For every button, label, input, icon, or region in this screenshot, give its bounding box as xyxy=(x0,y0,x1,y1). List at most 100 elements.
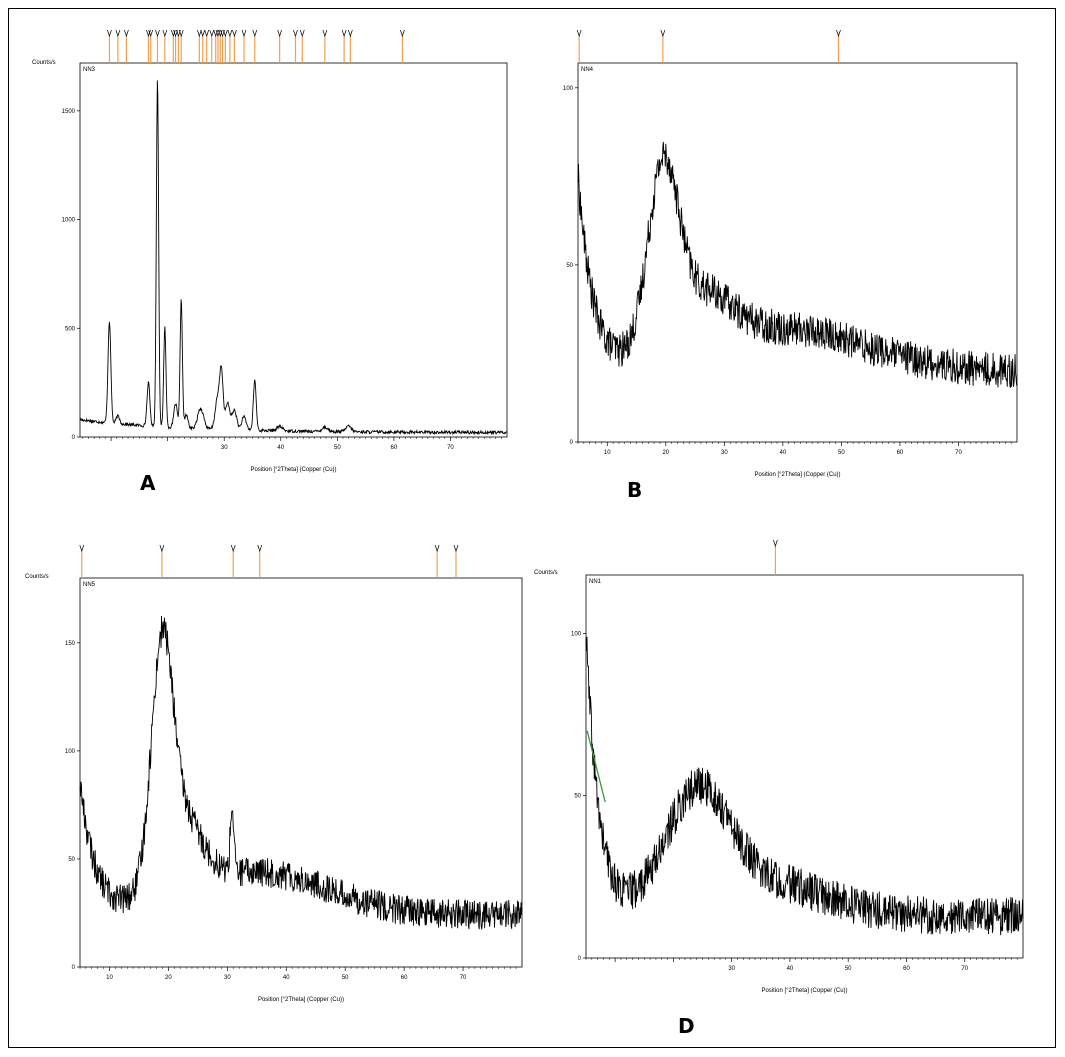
diffraction-trace xyxy=(585,636,1024,936)
fit-line xyxy=(586,730,606,803)
plot-area xyxy=(79,577,523,968)
reference-marker xyxy=(322,29,328,63)
x-tick-label: 30 xyxy=(728,966,735,972)
x-tick-label: 20 xyxy=(165,975,172,981)
chart-panel-4: 0 50 100 30 40 50 60 70 NN1 Counts/s Position [°2T… xyxy=(534,539,1024,1038)
x-axis-label: Position [°2Theta] (Copper (Cu)) xyxy=(258,997,344,1003)
x-tick-label: 50 xyxy=(334,445,341,451)
reference-marker xyxy=(217,29,223,63)
y-axis-label: Counts/s xyxy=(534,570,558,576)
x-axis-label: Position [°2Theta] (Copper (Cu)) xyxy=(250,467,336,473)
x-tick-label: 30 xyxy=(221,445,228,451)
plot-area xyxy=(577,62,1018,443)
reference-marker xyxy=(155,29,160,63)
reference-marker xyxy=(176,29,181,63)
x-tick-label: 60 xyxy=(391,445,398,451)
reference-marker xyxy=(299,29,305,63)
sample-name: NN4 xyxy=(581,67,594,73)
reference-marker xyxy=(348,29,353,63)
y-tick-label: 50 xyxy=(574,794,581,800)
reference-marker xyxy=(213,29,219,63)
y-tick-label: 150 xyxy=(65,641,76,647)
x-tick-label: 30 xyxy=(721,450,728,456)
y-tick-label: 100 xyxy=(563,86,574,92)
y-tick-label: 100 xyxy=(65,749,76,755)
sample-name: NN3 xyxy=(83,67,96,73)
y-tick-label: 1500 xyxy=(62,109,76,115)
reference-marker xyxy=(293,29,298,63)
x-tick-label: 50 xyxy=(845,966,852,972)
x-tick-label: 70 xyxy=(447,445,454,451)
x-axis-label: Position [°2Theta] (Copper (Cu)) xyxy=(761,988,847,994)
reference-marker xyxy=(773,539,778,575)
reference-marker xyxy=(197,29,202,63)
plot-area xyxy=(79,62,508,438)
reference-marker xyxy=(178,29,184,63)
x-tick-label: 30 xyxy=(224,975,231,981)
x-tick-label: 60 xyxy=(401,975,408,981)
y-tick-label: 50 xyxy=(566,263,573,269)
x-axis-label: Position [°2Theta] (Copper (Cu)) xyxy=(754,472,840,478)
reference-marker xyxy=(204,29,210,63)
panel-letter: A xyxy=(140,471,156,495)
diffraction-trace xyxy=(79,80,508,436)
reference-marker xyxy=(241,29,247,63)
x-tick-label: 50 xyxy=(838,450,845,456)
reference-marker xyxy=(162,29,168,63)
reference-marker xyxy=(836,29,841,63)
reference-marker xyxy=(107,29,112,63)
reference-marker xyxy=(220,29,225,63)
x-tick-label: 70 xyxy=(460,975,467,981)
reference-marker xyxy=(230,544,236,578)
x-tick-label: 70 xyxy=(961,966,968,972)
reference-marker xyxy=(223,29,228,63)
reference-marker xyxy=(170,29,176,63)
reference-marker xyxy=(660,29,666,63)
chart-panel-1: 0 500 1000 1500 30 40 50 60 70 NN3 Counts/s Positio… xyxy=(32,29,508,495)
sample-name: NN1 xyxy=(589,579,602,585)
reference-marker xyxy=(115,29,121,63)
x-tick-label: 40 xyxy=(787,966,794,972)
x-tick-label: 20 xyxy=(662,450,669,456)
reference-marker xyxy=(341,29,347,63)
figure-frame xyxy=(8,8,1056,1048)
x-tick-label: 40 xyxy=(283,975,290,981)
reference-marker xyxy=(576,29,582,63)
x-tick-label: 40 xyxy=(780,450,787,456)
reference-marker xyxy=(434,544,440,578)
reference-marker xyxy=(215,29,221,63)
y-axis-label: Counts/s xyxy=(25,574,49,580)
y-tick-label: 50 xyxy=(68,857,75,863)
y-tick-label: 0 xyxy=(72,965,76,971)
sample-name: NN5 xyxy=(83,582,96,588)
y-tick-label: 0 xyxy=(578,956,582,962)
diffraction-trace xyxy=(79,616,523,930)
reference-marker xyxy=(453,544,459,578)
x-tick-label: 70 xyxy=(955,450,962,456)
x-tick-label: 10 xyxy=(604,450,611,456)
reference-marker xyxy=(148,29,154,63)
chart-panel-3: 0 50 100 150 10 20 30 40 50 60 70 NN5 Counts/s Positi… xyxy=(25,544,523,1003)
reference-marker xyxy=(173,29,178,63)
chart-panel-2: 0 50 100 10 20 30 40 50 60 70 NN4 Position [°2Theta… xyxy=(563,29,1018,502)
reference-marker xyxy=(124,29,129,63)
x-tick-label: 60 xyxy=(903,966,910,972)
y-tick-label: 0 xyxy=(570,440,574,446)
y-tick-label: 100 xyxy=(571,631,582,637)
panel-letter: D xyxy=(678,1014,695,1038)
reference-marker xyxy=(227,29,233,63)
reference-marker xyxy=(159,544,165,578)
plot-area xyxy=(585,574,1024,959)
reference-marker xyxy=(79,544,85,578)
reference-marker xyxy=(277,29,282,63)
reference-marker xyxy=(400,29,405,63)
reference-marker xyxy=(200,29,206,63)
y-axis-label: Counts/s xyxy=(32,60,56,66)
diffraction-trace xyxy=(577,141,1018,388)
y-tick-label: 500 xyxy=(65,326,76,332)
x-tick-label: 60 xyxy=(897,450,904,456)
x-tick-label: 10 xyxy=(106,975,113,981)
panel-letter: B xyxy=(627,478,642,502)
reference-marker xyxy=(252,29,258,63)
